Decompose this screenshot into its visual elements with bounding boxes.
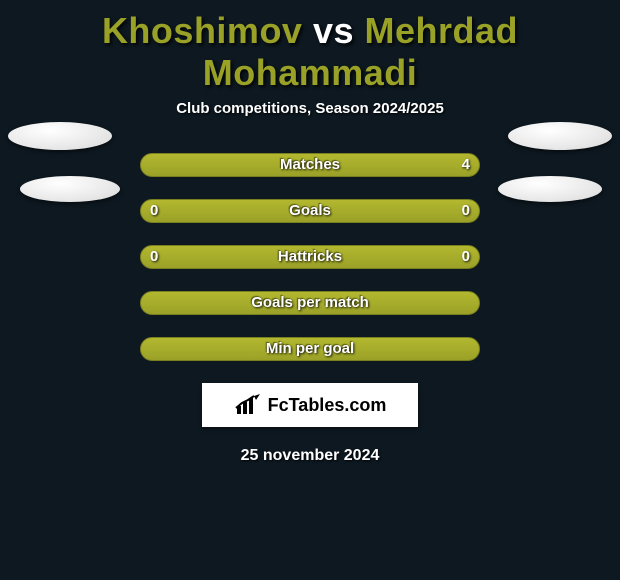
stat-rows: Matches4Goals00Hattricks00Goals per matc… bbox=[0, 153, 620, 361]
stat-label: Goals bbox=[140, 199, 480, 223]
stat-row: Goals per match bbox=[140, 291, 480, 315]
subtitle: Club competitions, Season 2024/2025 bbox=[0, 100, 620, 117]
stat-label: Hattricks bbox=[140, 245, 480, 269]
fctables-badge[interactable]: FcTables.com bbox=[202, 383, 418, 427]
stat-value-right: 0 bbox=[462, 199, 470, 223]
badge-text: FcTables.com bbox=[268, 395, 387, 416]
stat-label: Matches bbox=[140, 153, 480, 177]
stat-row: Min per goal bbox=[140, 337, 480, 361]
stat-row: Goals0 0 bbox=[140, 199, 480, 223]
stat-row: Matches4 bbox=[140, 153, 480, 177]
stat-row: Hattricks0 0 bbox=[140, 245, 480, 269]
comparison-title: Khoshimov vs Mehrdad Mohammadi bbox=[0, 0, 620, 100]
vs-label: vs bbox=[313, 10, 354, 51]
date-label: 25 november 2024 bbox=[0, 447, 620, 465]
decor-ellipse bbox=[8, 122, 112, 150]
chart-icon bbox=[234, 394, 262, 416]
stat-value-left: 0 bbox=[150, 245, 158, 269]
stat-label: Min per goal bbox=[140, 337, 480, 361]
decor-ellipse bbox=[508, 122, 612, 150]
stat-value-left: 0 bbox=[150, 199, 158, 223]
stat-value-right: 0 bbox=[462, 245, 470, 269]
stat-label: Goals per match bbox=[140, 291, 480, 315]
stat-value-right: 4 bbox=[462, 153, 470, 177]
player1-name: Khoshimov bbox=[102, 10, 303, 51]
